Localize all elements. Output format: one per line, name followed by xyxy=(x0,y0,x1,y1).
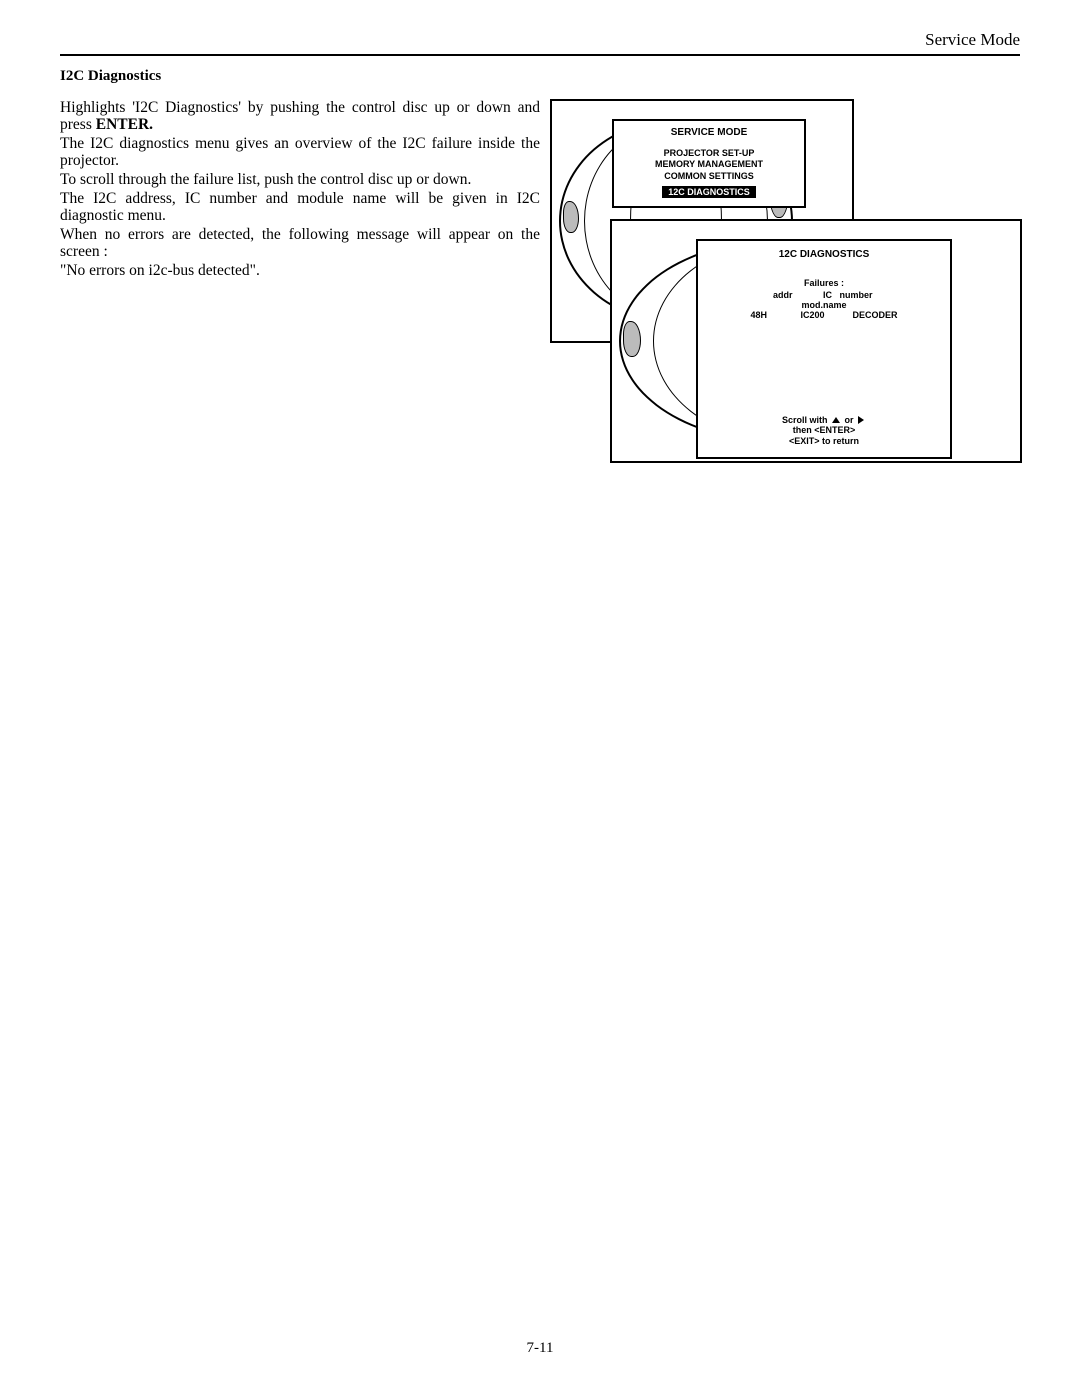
menu1-item1: PROJECTOR SET-UP xyxy=(618,148,800,159)
figure: SERVICE MODE PROJECTOR SET-UP MEMORY MAN… xyxy=(550,99,1030,469)
p1b: ENTER. xyxy=(96,116,153,133)
p6: "No errors on i2c-bus detected". xyxy=(60,262,540,279)
diag-header-row: addr IC number xyxy=(704,290,944,300)
screen-diagnostics: 12C DIAGNOSTICS Failures : addr IC numbe… xyxy=(610,219,1022,463)
header-rule xyxy=(60,54,1020,56)
menu-overlay-1: SERVICE MODE PROJECTOR SET-UP MEMORY MAN… xyxy=(612,119,806,208)
arrow-right-icon xyxy=(858,416,864,424)
p2: The I2C diagnostics menu gives an overvi… xyxy=(60,135,540,169)
failures-label: Failures : xyxy=(704,278,944,288)
menu1-title: SERVICE MODE xyxy=(618,127,800,138)
menu1-item2: MEMORY MANAGEMENT xyxy=(618,159,800,170)
diag-data-row: 48H IC200 DECODER xyxy=(704,310,944,320)
menu1-item3: COMMON SETTINGS xyxy=(618,171,800,182)
body-text: Highlights 'I2C Diagnostics' by pushing … xyxy=(60,99,540,469)
diag-footer: Scroll with or then <ENTER> <EXIT> to re… xyxy=(698,415,950,447)
p5: When no errors are detected, the followi… xyxy=(60,226,540,260)
p3: To scroll through the failure list, push… xyxy=(60,171,540,188)
header-title: Service Mode xyxy=(60,30,1020,50)
page-number: 7-11 xyxy=(0,1340,1080,1357)
menu-overlay-2: 12C DIAGNOSTICS Failures : addr IC numbe… xyxy=(696,239,952,459)
menu1-selected: 12C DIAGNOSTICS xyxy=(662,186,756,198)
modname-label: mod.name xyxy=(704,300,944,310)
p4: The I2C address, IC number and module na… xyxy=(60,190,540,224)
section-title: I2C Diagnostics xyxy=(60,68,1020,85)
menu2-title: 12C DIAGNOSTICS xyxy=(704,249,944,260)
arrow-up-icon xyxy=(832,417,840,423)
